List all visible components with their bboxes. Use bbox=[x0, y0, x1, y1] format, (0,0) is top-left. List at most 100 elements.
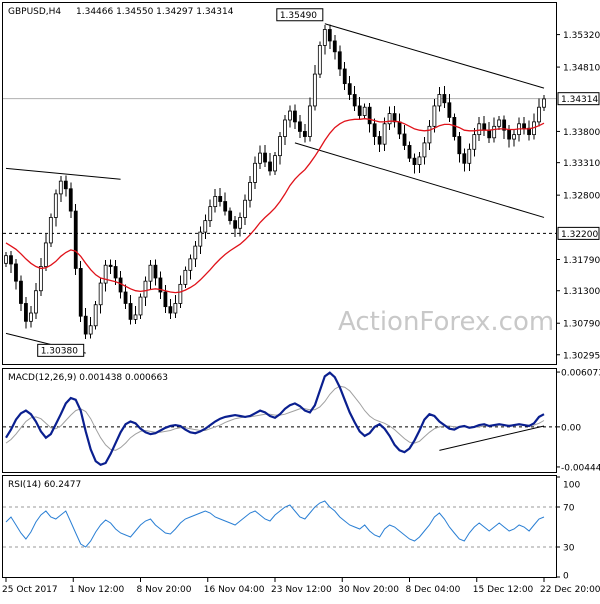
candle-body bbox=[468, 149, 471, 163]
candle-body bbox=[523, 124, 526, 128]
candle-body bbox=[508, 130, 511, 139]
candle-body bbox=[453, 117, 456, 136]
x-tick-label: 16 Nov 04:00 bbox=[204, 585, 265, 595]
y-tick-label: 1.33310 bbox=[563, 159, 600, 169]
rsi-level-lines bbox=[3, 507, 556, 547]
candle-body bbox=[114, 267, 117, 278]
candle-body bbox=[254, 163, 257, 182]
candle-body bbox=[259, 153, 262, 163]
candle-body bbox=[164, 292, 167, 307]
candle-body bbox=[39, 267, 42, 291]
candle-body bbox=[69, 189, 72, 211]
candle-body bbox=[224, 202, 227, 212]
candle-body bbox=[388, 114, 391, 124]
price-gridlines bbox=[3, 99, 556, 234]
x-tick-label: 8 Dec 04:00 bbox=[406, 585, 461, 595]
candle-body bbox=[79, 268, 82, 316]
candle-body bbox=[174, 303, 177, 313]
candle-body bbox=[29, 313, 32, 321]
candle-body bbox=[9, 256, 12, 264]
y-tick-label: 100 bbox=[563, 481, 580, 491]
candle-body bbox=[413, 158, 416, 164]
x-tick-label: 23 Nov 12:00 bbox=[271, 585, 332, 595]
candle-body bbox=[463, 154, 466, 164]
x-tick-label: 30 Nov 20:00 bbox=[338, 585, 399, 595]
candle-body bbox=[89, 326, 92, 334]
price-annotation: 1.30380 bbox=[38, 344, 84, 356]
candle-body bbox=[14, 264, 17, 281]
y-tick-label: 1.34810 bbox=[563, 64, 600, 74]
candle-body bbox=[219, 196, 222, 201]
price-panel: GBPUSD,H4 1.34466 1.34550 1.34297 1.3431… bbox=[3, 3, 600, 365]
candle-body bbox=[338, 52, 341, 69]
annotation-label: 1.35490 bbox=[280, 11, 317, 21]
y-tick-label: 1.35320 bbox=[563, 31, 600, 41]
candle-body bbox=[34, 291, 37, 313]
candle-body bbox=[348, 84, 351, 95]
candle-body bbox=[443, 94, 446, 102]
candle-body bbox=[398, 122, 401, 134]
candle-body bbox=[308, 106, 311, 137]
y-tick-label: 30 bbox=[563, 544, 575, 554]
candle-body bbox=[74, 211, 77, 268]
candle-body bbox=[84, 316, 87, 334]
y-tick-label: 1.33800 bbox=[563, 128, 600, 138]
price-marker-label: 1.32200 bbox=[561, 230, 598, 240]
candle-body bbox=[204, 221, 207, 232]
candle-body bbox=[313, 74, 316, 106]
candle-body bbox=[293, 111, 296, 122]
x-tick-label: 22 Dec 20:00 bbox=[540, 585, 600, 595]
candle-body bbox=[513, 135, 516, 139]
price-marker-label: 1.34314 bbox=[561, 95, 598, 105]
candle-body bbox=[169, 307, 172, 313]
candle-body bbox=[498, 120, 501, 126]
candle-body bbox=[298, 122, 301, 132]
candle-body bbox=[244, 200, 247, 217]
y-tick-label: 1.31790 bbox=[563, 256, 600, 266]
candle-body bbox=[269, 162, 272, 171]
candle-body bbox=[438, 94, 441, 105]
candle-body bbox=[54, 194, 57, 218]
candle-body bbox=[448, 103, 451, 118]
price-trendline bbox=[325, 24, 544, 88]
candle-body bbox=[478, 124, 481, 135]
chart-title: GBPUSD,H4 bbox=[8, 7, 61, 17]
macd-panel: MACD(12,26,9) 0.001438 0.000663 0.006073… bbox=[3, 369, 600, 474]
candle-body bbox=[5, 256, 8, 264]
candle-body bbox=[119, 278, 122, 292]
candle-body bbox=[134, 315, 137, 319]
candle-body bbox=[209, 207, 212, 221]
price-annotation: 1.35490 bbox=[277, 9, 323, 21]
rsi-line bbox=[6, 501, 544, 547]
candle-body bbox=[318, 45, 321, 74]
rsi-title: RSI(14) 60.2477 bbox=[8, 480, 81, 490]
candle-body bbox=[229, 211, 232, 221]
candle-body bbox=[433, 106, 436, 126]
candle-body bbox=[288, 111, 291, 120]
candle-body bbox=[343, 69, 346, 84]
candle-body bbox=[264, 153, 267, 162]
x-tick-label: 25 Oct 2017 bbox=[2, 585, 58, 595]
candle-body bbox=[59, 181, 62, 194]
candle-body bbox=[538, 107, 541, 122]
x-tick-label: 1 Nov 12:00 bbox=[69, 585, 124, 595]
candle-body bbox=[129, 303, 132, 319]
candle-body bbox=[423, 143, 426, 157]
candle-body bbox=[99, 283, 102, 305]
candle-body bbox=[278, 137, 281, 156]
y-tick-label: 0.006073 bbox=[561, 369, 600, 379]
candle-body bbox=[328, 29, 331, 40]
candle-body bbox=[189, 259, 192, 270]
candle-body bbox=[194, 246, 197, 259]
candle-body bbox=[64, 181, 67, 189]
watermark: ActionForex.com bbox=[338, 307, 554, 337]
annotation-label: 1.30380 bbox=[41, 346, 78, 356]
y-tick-label: 1.30790 bbox=[563, 320, 600, 330]
candle-body bbox=[483, 124, 486, 130]
y-tick-label: 1.30295 bbox=[563, 351, 600, 361]
price-trendlines bbox=[6, 24, 544, 353]
candle-body bbox=[199, 232, 202, 246]
